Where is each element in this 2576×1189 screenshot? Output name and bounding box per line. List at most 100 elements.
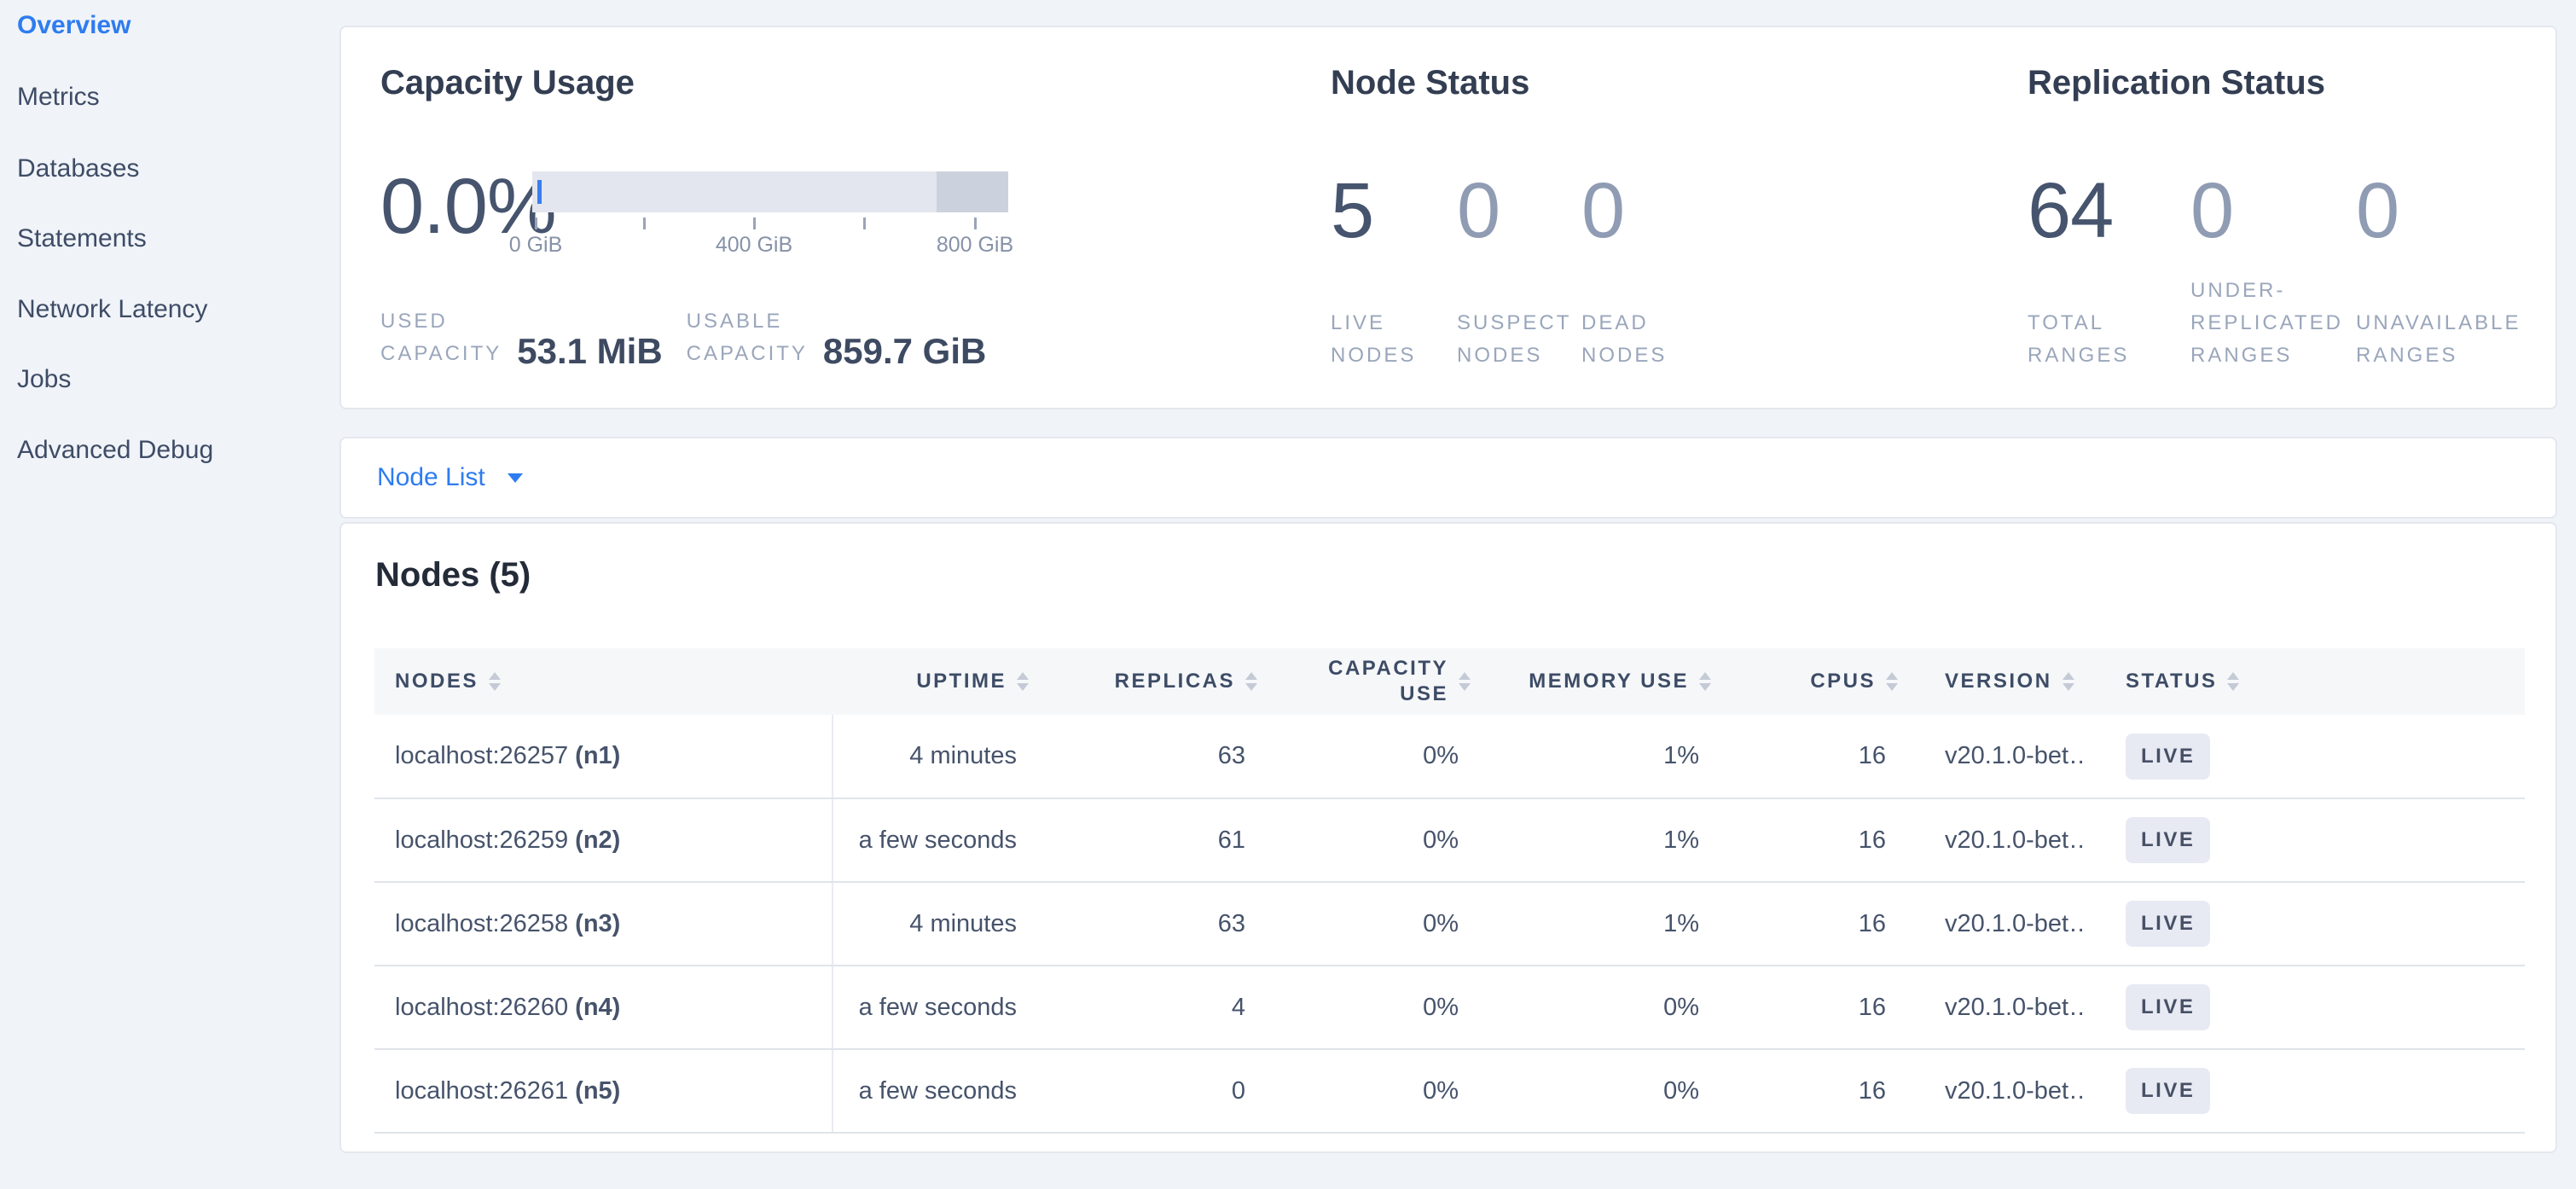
- capacity-usage-title: Capacity Usage: [380, 64, 635, 102]
- sort-icon: [488, 672, 501, 691]
- node-row-n4: localhost:26260 (n4) a few seconds 4 0% 0…: [374, 966, 2525, 1050]
- sidebar-item-metrics[interactable]: Metrics: [17, 83, 100, 111]
- replicas-cell: 0: [1037, 1049, 1266, 1134]
- status-badge: LIVE: [2126, 984, 2211, 1030]
- column-header-capacity-use[interactable]: CAPACITY USE: [1266, 648, 1479, 715]
- axis-label-800gib: 800 GiB: [936, 233, 1014, 257]
- version-cell: v20.1.0-bet…: [1906, 1049, 2087, 1134]
- chevron-down-icon: [507, 473, 523, 483]
- capacity-gauge: 0 GiB 400 GiB 800 GiB: [509, 171, 1013, 258]
- node-address-link[interactable]: localhost:26259: [395, 826, 569, 854]
- nodes-card: Nodes (5) NODES UPTIME REPLICAS: [339, 522, 2557, 1153]
- cpus-cell: 16: [1720, 1049, 1906, 1134]
- cpus-cell: 16: [1720, 798, 1906, 883]
- unavailable-ranges-stat: 0 UNAVAILABLE RANGES: [2356, 167, 2521, 367]
- column-header-memory-use[interactable]: MEMORY USE: [1479, 648, 1720, 715]
- column-header-version[interactable]: VERSION: [1906, 648, 2087, 715]
- sort-icon: [1886, 672, 1898, 691]
- node-status-title: Node Status: [1331, 64, 1530, 102]
- memory-use-cell: 0%: [1479, 1049, 1720, 1134]
- sort-icon: [1245, 672, 1257, 691]
- sidebar: Overview Metrics Databases Statements Ne…: [0, 0, 339, 1189]
- capacity-use-cell: 0%: [1266, 715, 1479, 799]
- version-cell: v20.1.0-bet…: [1906, 882, 2087, 966]
- view-selector-card: Node List: [339, 437, 2557, 519]
- node-address-link[interactable]: localhost:26258: [395, 909, 569, 937]
- replicas-cell: 61: [1037, 798, 1266, 883]
- status-badge: LIVE: [2126, 901, 2211, 947]
- uptime-cell: 4 minutes: [833, 882, 1037, 966]
- column-header-status[interactable]: STATUS: [2087, 648, 2525, 715]
- sort-icon: [2227, 672, 2240, 691]
- cpus-cell: 16: [1720, 882, 1906, 966]
- capacity-use-cell: 0%: [1266, 798, 1479, 883]
- cluster-summary-card: Capacity Usage 0.0% 0 GiB 400 GiB 800 Gi…: [339, 26, 2557, 409]
- node-address-link[interactable]: localhost:26260: [395, 993, 569, 1021]
- suspect-nodes-stat: 0 SUSPECT NODES: [1457, 167, 1572, 367]
- sidebar-item-overview[interactable]: Overview: [17, 11, 131, 39]
- version-cell: v20.1.0-bet…: [1906, 798, 2087, 883]
- status-badge: LIVE: [2126, 1068, 2211, 1114]
- capacity-use-cell: 0%: [1266, 1049, 1479, 1134]
- live-nodes-stat: 5 LIVE NODES: [1331, 167, 1417, 367]
- node-list-dropdown[interactable]: Node List: [377, 438, 523, 517]
- column-header-nodes[interactable]: NODES: [374, 648, 833, 715]
- under-replicated-ranges-count: 0: [2190, 167, 2234, 254]
- nodes-table: NODES UPTIME REPLICAS CAPACITY USE M: [374, 648, 2525, 1134]
- used-capacity-value: 53.1 MiB: [517, 331, 663, 371]
- node-id: (n5): [575, 1076, 621, 1105]
- total-ranges-stat: 64 TOTAL RANGES: [2028, 167, 2130, 367]
- node-id: (n3): [575, 909, 621, 937]
- node-row-n1: localhost:26257 (n1) 4 minutes 63 0% 1% 1…: [374, 715, 2525, 799]
- dead-nodes-stat: 0 DEAD NODES: [1581, 167, 1668, 367]
- node-id: (n4): [575, 993, 621, 1021]
- node-address-link[interactable]: localhost:26261: [395, 1076, 569, 1105]
- replicas-cell: 63: [1037, 715, 1266, 799]
- node-row-n5: localhost:26261 (n5) a few seconds 0 0% 0…: [374, 1049, 2525, 1134]
- memory-use-cell: 1%: [1479, 882, 1720, 966]
- usable-capacity-value: 859.7 GiB: [822, 331, 987, 371]
- column-header-cpus[interactable]: CPUS: [1720, 648, 1906, 715]
- node-address-link[interactable]: localhost:26257: [395, 742, 569, 769]
- nodes-table-header-row: NODES UPTIME REPLICAS CAPACITY USE M: [374, 648, 2525, 715]
- usable-capacity-label: USABLE CAPACITY: [686, 310, 808, 365]
- sidebar-item-statements[interactable]: Statements: [17, 224, 147, 252]
- version-cell: v20.1.0-bet…: [1906, 966, 2087, 1050]
- sidebar-item-network-latency[interactable]: Network Latency: [17, 295, 208, 323]
- axis-label-400gib: 400 GiB: [715, 233, 793, 257]
- capacity-use-cell: 0%: [1266, 882, 1479, 966]
- used-capacity-label: USED CAPACITY: [380, 310, 502, 365]
- node-id: (n2): [575, 826, 621, 854]
- capacity-use-cell: 0%: [1266, 966, 1479, 1050]
- memory-use-cell: 1%: [1479, 715, 1720, 799]
- capacity-gauge-axis-ticks: [532, 218, 1008, 229]
- nodes-section-title: Nodes (5): [375, 556, 531, 594]
- live-nodes-count: 5: [1331, 167, 1374, 254]
- capacity-gauge-used-marker: [537, 180, 542, 204]
- sidebar-item-databases[interactable]: Databases: [17, 154, 140, 183]
- column-header-uptime[interactable]: UPTIME: [833, 648, 1037, 715]
- suspect-nodes-count: 0: [1457, 167, 1500, 254]
- sort-icon: [2062, 672, 2074, 691]
- status-badge: LIVE: [2126, 733, 2211, 780]
- sort-icon: [1699, 672, 1711, 691]
- memory-use-cell: 0%: [1479, 966, 1720, 1050]
- status-badge: LIVE: [2126, 817, 2211, 863]
- sidebar-item-advanced-debug[interactable]: Advanced Debug: [17, 436, 214, 464]
- capacity-gauge-track: [532, 171, 1008, 212]
- uptime-cell: 4 minutes: [833, 715, 1037, 799]
- uptime-cell: a few seconds: [833, 798, 1037, 883]
- capacity-stats: USED CAPACITY 53.1 MiB USABLE CAPACITY 8…: [380, 305, 986, 370]
- cpus-cell: 16: [1720, 715, 1906, 799]
- under-replicated-ranges-stat: 0 UNDER- REPLICATED RANGES: [2190, 167, 2343, 367]
- replicas-cell: 4: [1037, 966, 1266, 1050]
- cpus-cell: 16: [1720, 966, 1906, 1050]
- capacity-used-percent: 0.0%: [380, 163, 557, 250]
- uptime-cell: a few seconds: [833, 966, 1037, 1050]
- sort-icon: [1017, 672, 1029, 691]
- node-row-n2: localhost:26259 (n2) a few seconds 61 0% …: [374, 798, 2525, 883]
- column-header-replicas[interactable]: REPLICAS: [1037, 648, 1266, 715]
- replicas-cell: 63: [1037, 882, 1266, 966]
- sidebar-item-jobs[interactable]: Jobs: [17, 365, 72, 393]
- replication-status-title: Replication Status: [2028, 64, 2325, 102]
